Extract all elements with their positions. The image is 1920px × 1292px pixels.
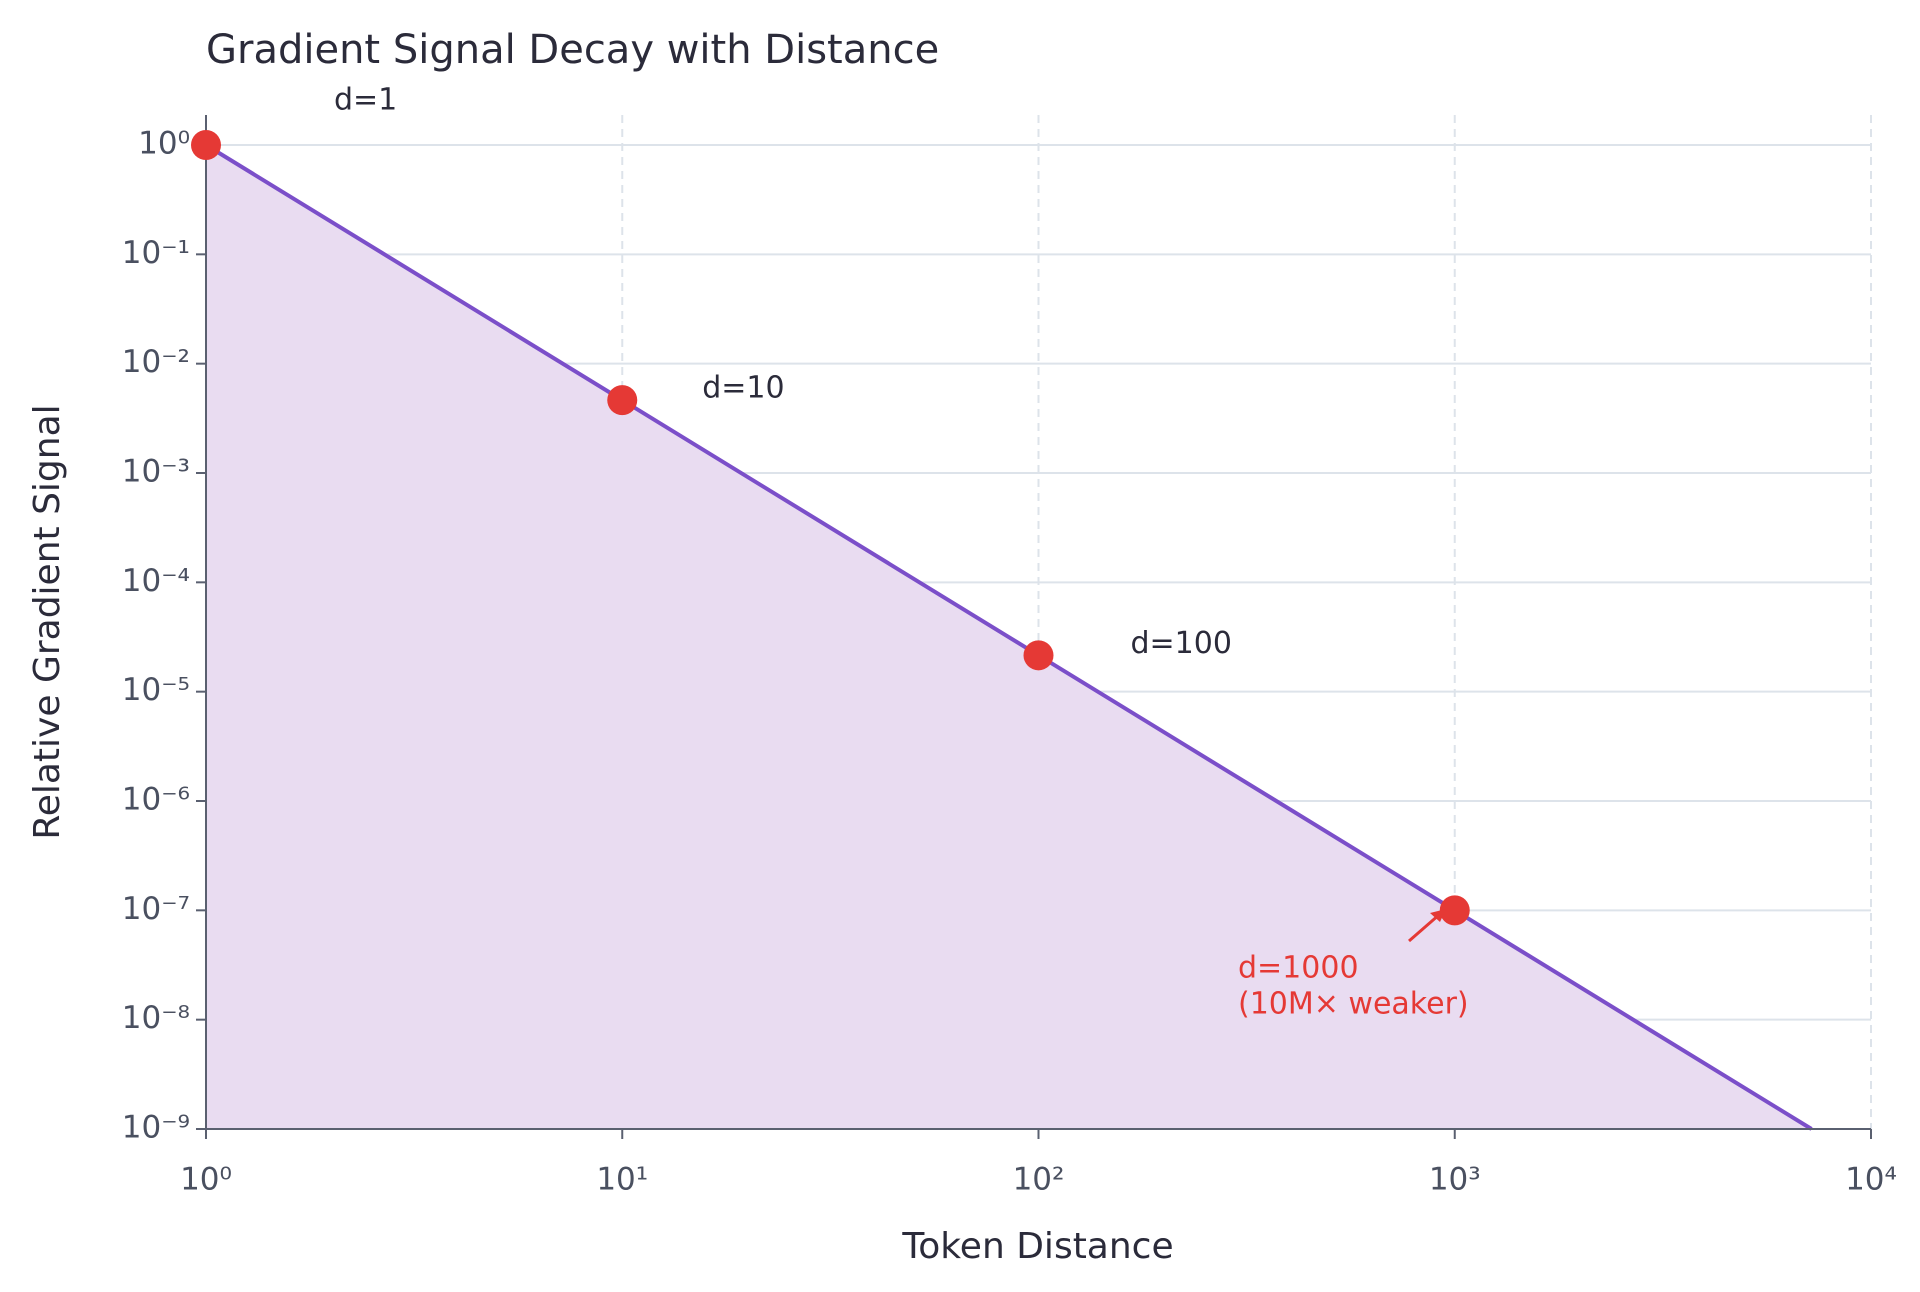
y-tick-label: 10⁻⁵ xyxy=(122,672,190,708)
x-tick-label: 10¹ xyxy=(596,1162,648,1198)
annotation: d=1000 xyxy=(1238,951,1359,986)
y-tick-label: 10⁻⁶ xyxy=(122,782,190,818)
point xyxy=(191,130,221,160)
x-axis-label: Token Distance xyxy=(901,1226,1173,1267)
y-tick-label: 10⁻⁹ xyxy=(122,1110,190,1146)
chart-title: Gradient Signal Decay with Distance xyxy=(206,27,939,73)
y-tick-label: 10⁻¹ xyxy=(122,235,190,271)
point-label: d=100 xyxy=(1131,626,1232,661)
annotation: (10M× weaker) xyxy=(1238,987,1469,1022)
x-tick-label: 10³ xyxy=(1429,1162,1481,1198)
area xyxy=(206,145,1812,1129)
point-label: d=10 xyxy=(702,371,784,406)
y-tick-label: 10⁻⁷ xyxy=(122,891,190,927)
point xyxy=(1439,895,1470,926)
y-tick-label: 10⁰ xyxy=(138,126,190,162)
x-tick-label: 10² xyxy=(1013,1162,1065,1198)
point xyxy=(1023,640,1054,671)
point xyxy=(607,385,638,416)
annotation-arrowhead xyxy=(1430,909,1446,922)
y-tick-label: 10⁻² xyxy=(122,344,190,380)
point-label: d=1 xyxy=(334,83,397,118)
annotation-arrow xyxy=(1408,912,1441,943)
y-tick-label: 10⁻⁴ xyxy=(122,563,190,599)
y-tick-label: 10⁻⁸ xyxy=(122,1000,190,1036)
x-tick-label: 10⁰ xyxy=(180,1162,232,1198)
x-tick-label: 10⁴ xyxy=(1845,1162,1897,1198)
y-tick-label: 10⁻³ xyxy=(122,454,190,490)
y-axis-label: Relative Gradient Signal xyxy=(27,404,68,839)
